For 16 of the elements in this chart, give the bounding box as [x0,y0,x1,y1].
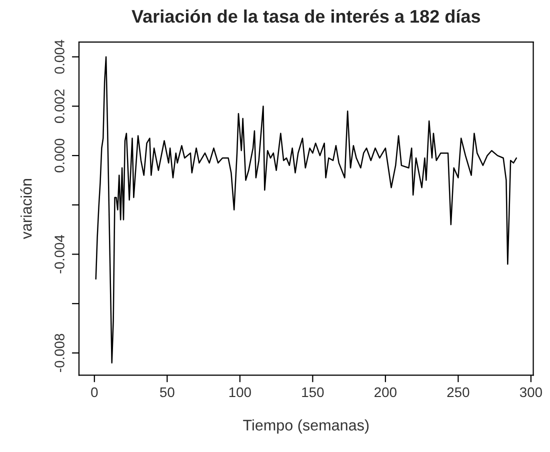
line-series [95,56,518,364]
x-tick-label: 300 [520,387,542,398]
x-tick-label: 50 [160,387,174,398]
y-tick-label: 0.004 [54,40,64,74]
x-tick-label: 0 [91,387,98,398]
chart-title: Variación de la tasa de interés a 182 días [132,9,480,23]
x-tick-label: 150 [302,387,324,398]
x-tick-label: 200 [374,387,396,398]
x-tick-label: 100 [229,387,251,398]
y-tick-label: 0.000 [54,138,64,172]
x-axis-title: Tiempo (semanas) [243,419,369,434]
y-tick-label: -0.008 [54,334,64,372]
y-tick-label: -0.004 [54,234,64,274]
y-axis-title: variación [20,179,32,240]
y-tick-label: 0.002 [54,90,64,124]
x-tick-label: 250 [447,387,470,398]
